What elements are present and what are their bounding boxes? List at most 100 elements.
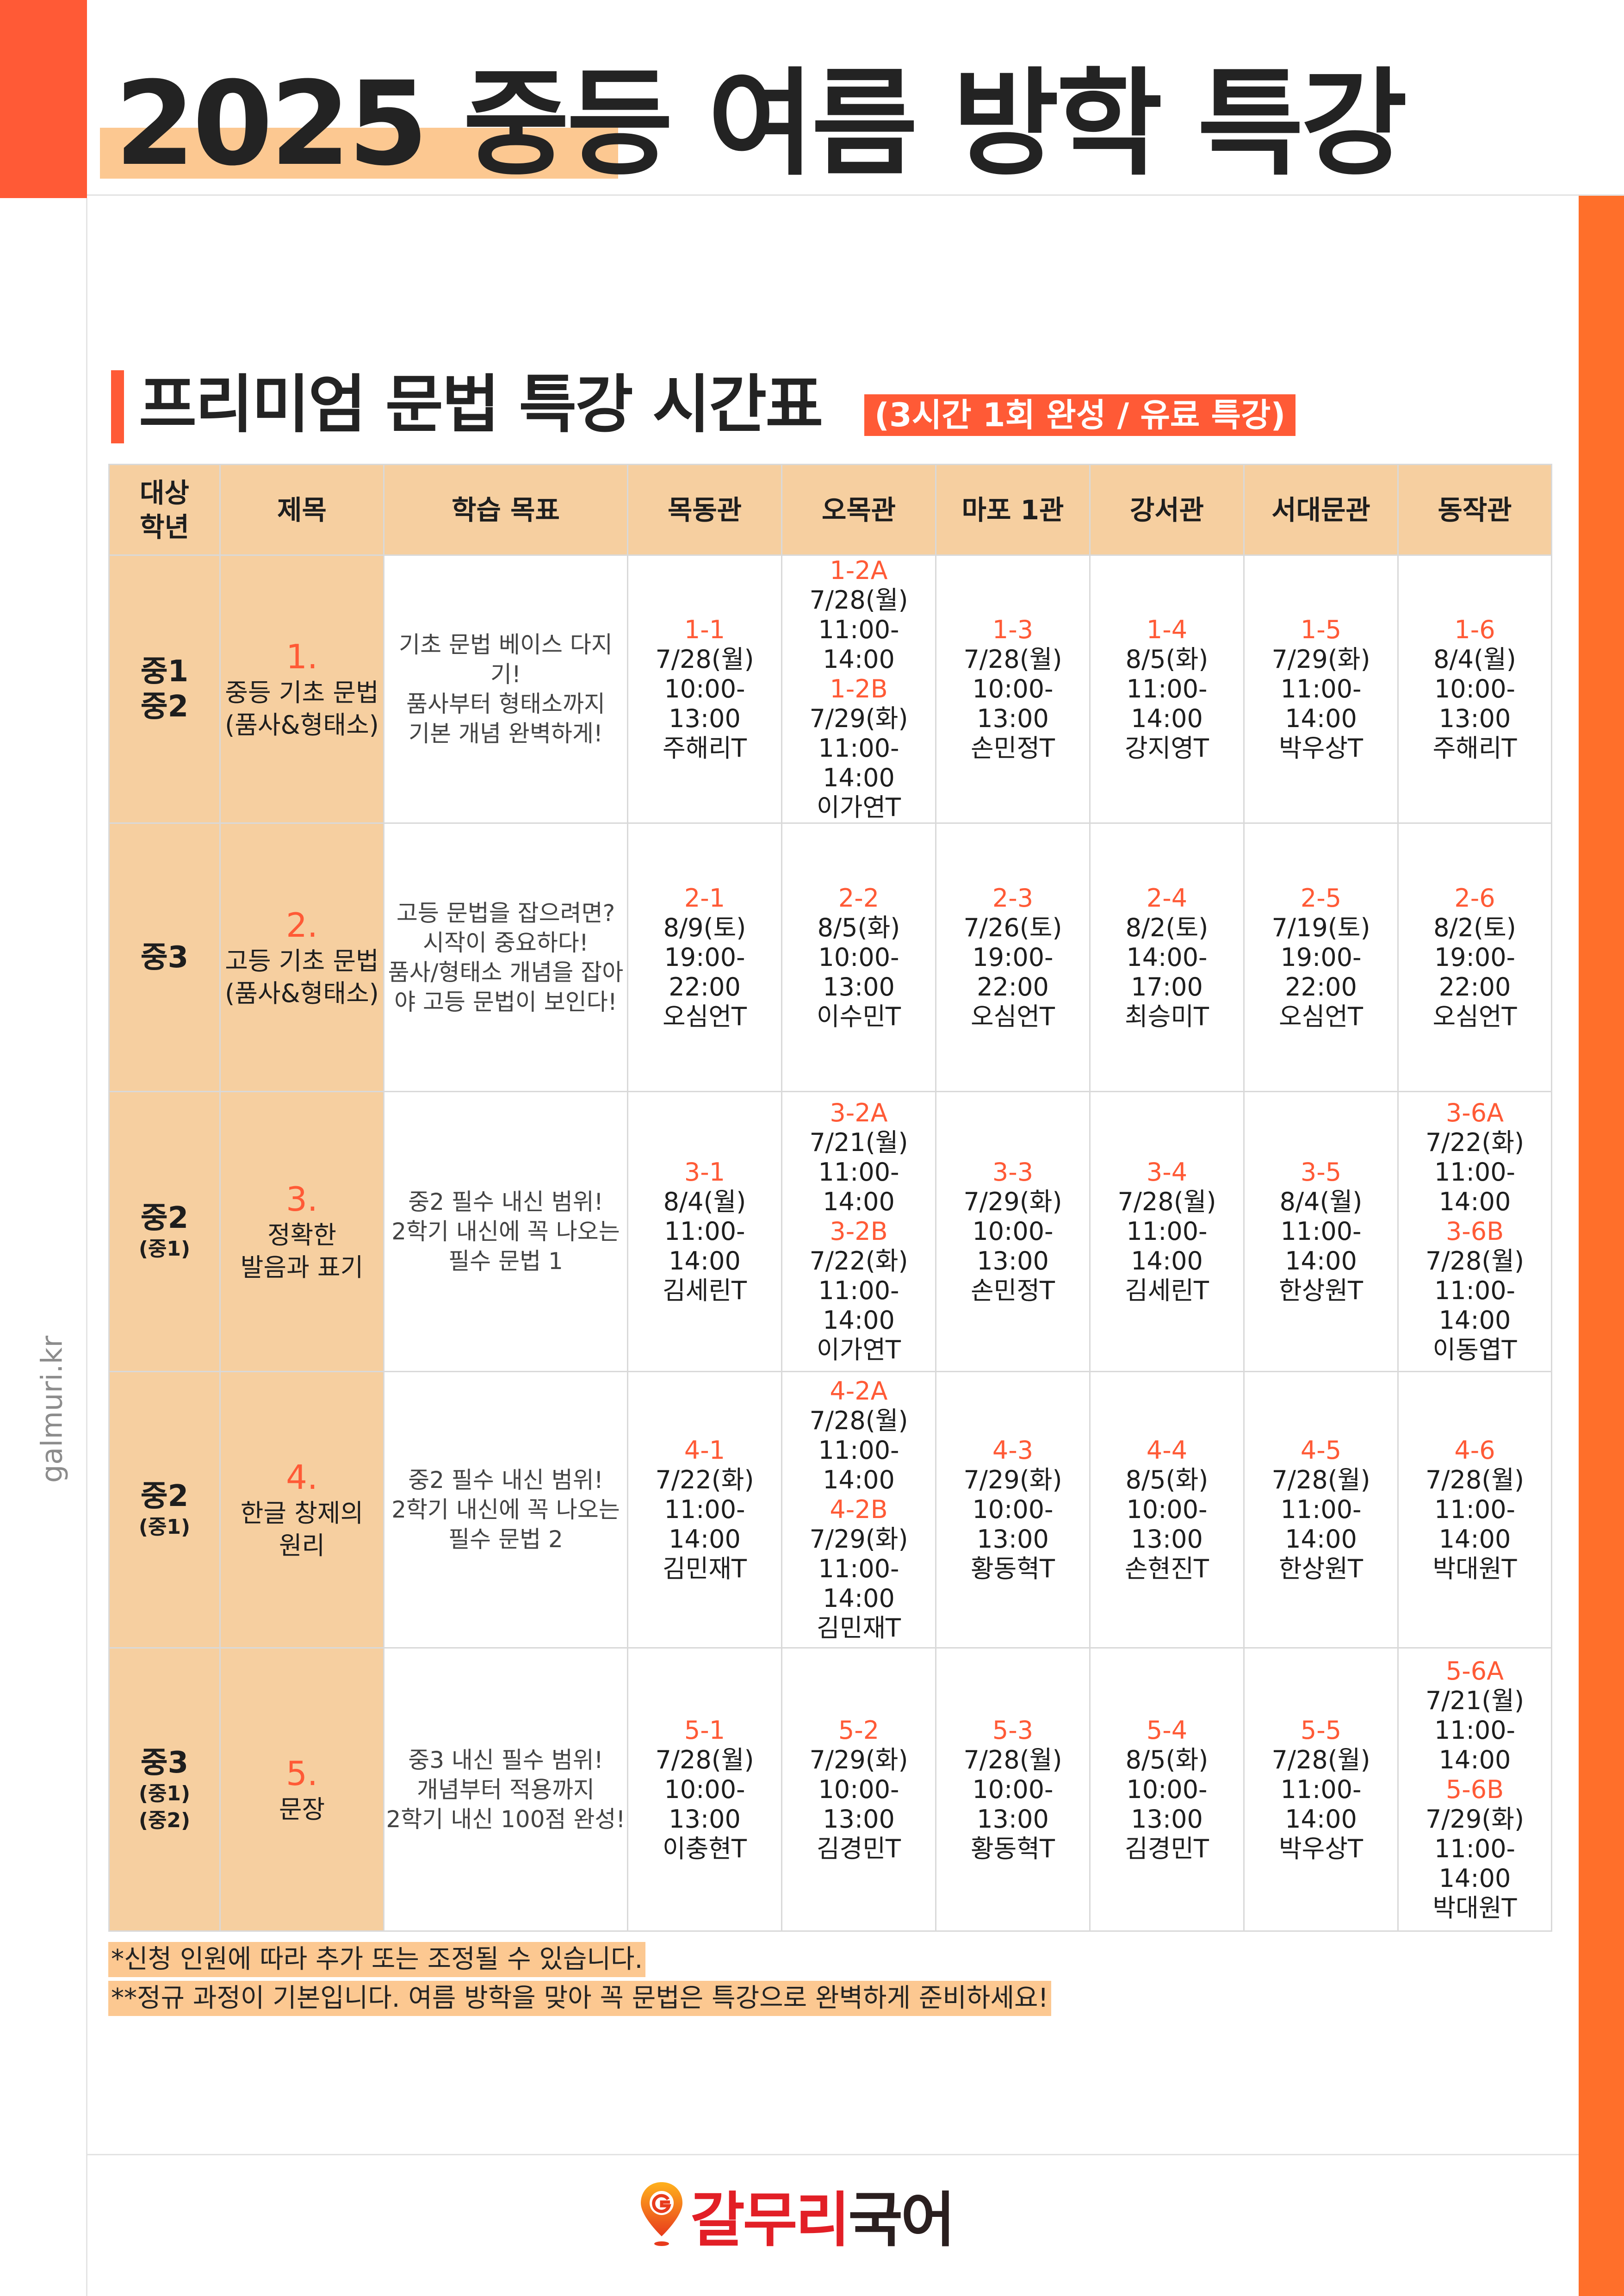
text-line: 11:00-14:00 (818, 1436, 899, 1494)
session-code: 3-4 (1146, 1157, 1188, 1187)
text-line: 7/28(월) (963, 645, 1062, 674)
text-line: 강지영T (1124, 734, 1209, 763)
page-title: 2025 중등 여름 방학 특강 (115, 56, 1407, 191)
session-code: 5-6B (1445, 1774, 1504, 1804)
text-line: 10:00-13:00 (818, 942, 899, 1002)
text-line: 기초 문법 베이스 다지기! (399, 631, 613, 688)
text-line: 8/9(토) (663, 913, 746, 942)
session-code: 3-2A (830, 1098, 888, 1127)
notes: *신청 인원에 따라 추가 또는 조정될 수 있습니다. **정규 과정이 기본… (108, 1942, 1051, 2020)
text-line: 박대원T (1432, 1893, 1517, 1923)
text-line: 19:00-22:00 (972, 942, 1054, 1002)
text-line: 손민정T (970, 1276, 1055, 1305)
text-line: 10:00-13:00 (1126, 1774, 1208, 1834)
text-line: 기본 개념 완벽하게! (409, 720, 603, 747)
text-line: 11:00-14:00 (1434, 1157, 1516, 1216)
text-line: 7/29(화) (809, 704, 908, 733)
text-line: 2학기 내신에 꼭 나오는 (391, 1218, 620, 1245)
text-line: 이가연T (816, 1335, 901, 1364)
text-line: 오심언T (970, 1002, 1055, 1031)
session-code: 2-1 (684, 883, 725, 913)
session-cell: 2-2 8/5(화) 10:00-13:00 이수민T (781, 822, 936, 1092)
text-line: 7/29(화) (809, 1745, 908, 1774)
text-line: 4. (286, 1458, 318, 1497)
text-line: 박우상T (1278, 734, 1364, 763)
right-accent-bar (1579, 196, 1624, 2296)
schedule-table: 대상 학년 제목 학습 목표 목동관 오목관 마포 1관 강서관 서대문관 동작관 중1 중2 1. 중… (108, 464, 1552, 1932)
session-code: 1-6 (1454, 615, 1495, 644)
session-cell: 3-4 7/28(월) 11:00-14:00 김세린T (1089, 1091, 1245, 1372)
text-line: 중3 내신 필수 범위! (408, 1746, 603, 1773)
session-cell: 4-3 7/29(화) 10:00-13:00 황동혁T (935, 1371, 1091, 1649)
text-line: 동작관 (1438, 494, 1512, 526)
text-line: 원리 (279, 1531, 325, 1560)
text-line: 8/4(월) (663, 1187, 746, 1216)
text-line: 시작이 중요하다! (423, 929, 589, 956)
text-line: (중1) (138, 1515, 191, 1539)
text-line: 마포 1관 (961, 494, 1064, 526)
text-line: 박우상T (1278, 1834, 1364, 1863)
text-line: 7/21(월) (1425, 1686, 1525, 1715)
text-line: 10:00-13:00 (818, 1774, 899, 1834)
session-cell: 5-2 7/29(화) 10:00-13:00 김경민T (781, 1647, 936, 1932)
column-header: 동작관 (1397, 464, 1552, 556)
text-line: 7/29(화) (963, 1187, 1062, 1216)
text-line: 7/19(토) (1271, 913, 1370, 942)
text-line: 11:00-14:00 (818, 1554, 899, 1613)
session-cell: 1-3 7/28(월) 10:00-13:00 손민정T (935, 554, 1091, 824)
text-line: 2학기 내신 100점 완성! (386, 1805, 626, 1833)
text-line: 11:00-14:00 (818, 1276, 899, 1335)
text-line: 8/4(월) (1433, 645, 1516, 674)
text-line: 14:00-17:00 (1126, 942, 1208, 1002)
text-line: 10:00-13:00 (972, 1495, 1054, 1554)
text-line: 2학기 내신에 꼭 나오는 (391, 1496, 620, 1523)
column-header: 목동관 (627, 464, 782, 556)
text-line: 김경민T (1124, 1834, 1209, 1863)
learning-goal-cell: 기초 문법 베이스 다지기! 품사부터 형태소까지 기본 개념 완벽하게! (383, 554, 628, 824)
session-code: 4-5 (1300, 1436, 1342, 1465)
text-line: 19:00-22:00 (1434, 942, 1516, 1002)
text-line: 10:00-13:00 (972, 1217, 1054, 1276)
session-cell: 1-5 7/29(화) 11:00-14:00 박우상T (1243, 554, 1399, 824)
text-line: (중2) (138, 1808, 191, 1832)
table-body: 중1 중2 1. 중등 기초 문법 (품사&형태소) 기초 문법 베이스 다지기! 품사부터… (108, 554, 1552, 1932)
session-code: 3-6B (1445, 1217, 1504, 1246)
text-line: 7/28(월) (1271, 1465, 1370, 1494)
text-line: 김경민T (816, 1834, 901, 1863)
text-line: 11:00-14:00 (1434, 1715, 1516, 1774)
text-line: 5. (286, 1754, 318, 1793)
text-line: 8/2(토) (1125, 913, 1209, 942)
text-line: 한상원T (1278, 1554, 1364, 1583)
session-cell: 4-5 7/28(월) 11:00-14:00 한상원T (1243, 1371, 1399, 1649)
session-cell: 5-4 8/5(화) 10:00-13:00 김경민T (1089, 1647, 1245, 1932)
text-line: 8/2(토) (1433, 913, 1516, 942)
session-code: 4-6 (1454, 1436, 1495, 1465)
location-pin-g-icon (641, 2182, 682, 2246)
text-line: 서대문관 (1271, 494, 1370, 526)
text-line: 10:00-13:00 (1434, 674, 1516, 733)
text-line: 중2 (140, 1479, 189, 1513)
text-line: 11:00-14:00 (1280, 1217, 1362, 1276)
session-cell: 3-2A 7/21(월) 11:00-14:00 3-2B 7/22(화) 11:00-1… (781, 1091, 936, 1372)
text-line: 11:00-14:00 (1126, 674, 1208, 733)
text-line: 7/28(월) (1117, 1187, 1216, 1216)
text-line: 중2 (140, 1201, 189, 1235)
grade-cell: 중2 (중1) (108, 1091, 221, 1372)
text-line: 2. (286, 905, 318, 945)
session-code: 3-6A (1445, 1098, 1504, 1127)
footer-divider (87, 2154, 1579, 2155)
note-2: **정규 과정이 기본입니다. 여름 방학을 맞아 꼭 문법은 특강으로 완벽하… (108, 1981, 1051, 2016)
session-code: 5-2 (838, 1715, 880, 1745)
session-code: 3-2B (830, 1217, 888, 1246)
text-line: 8/5(화) (1125, 1465, 1209, 1494)
text-line: 10:00-13:00 (1126, 1495, 1208, 1554)
text-line: 7/22(화) (1425, 1128, 1525, 1157)
table-row: 중3 (중1) (중2) 5. 문장 중3 내신 필수 범위! 개념부터 적용까지 2학기 내… (108, 1647, 1552, 1932)
text-line: 7/29(화) (963, 1465, 1062, 1494)
session-cell: 1-4 8/5(화) 11:00-14:00 강지영T (1089, 554, 1245, 824)
text-line: 김민재T (816, 1613, 901, 1643)
session-cell: 4-2A 7/28(월) 11:00-14:00 4-2B 7/29(화) 11:00-1… (781, 1371, 936, 1649)
text-line: 중2 필수 내신 범위! (408, 1188, 603, 1215)
text-line: 7/28(월) (809, 1406, 908, 1435)
text-line: (품사&형태소) (225, 710, 379, 740)
